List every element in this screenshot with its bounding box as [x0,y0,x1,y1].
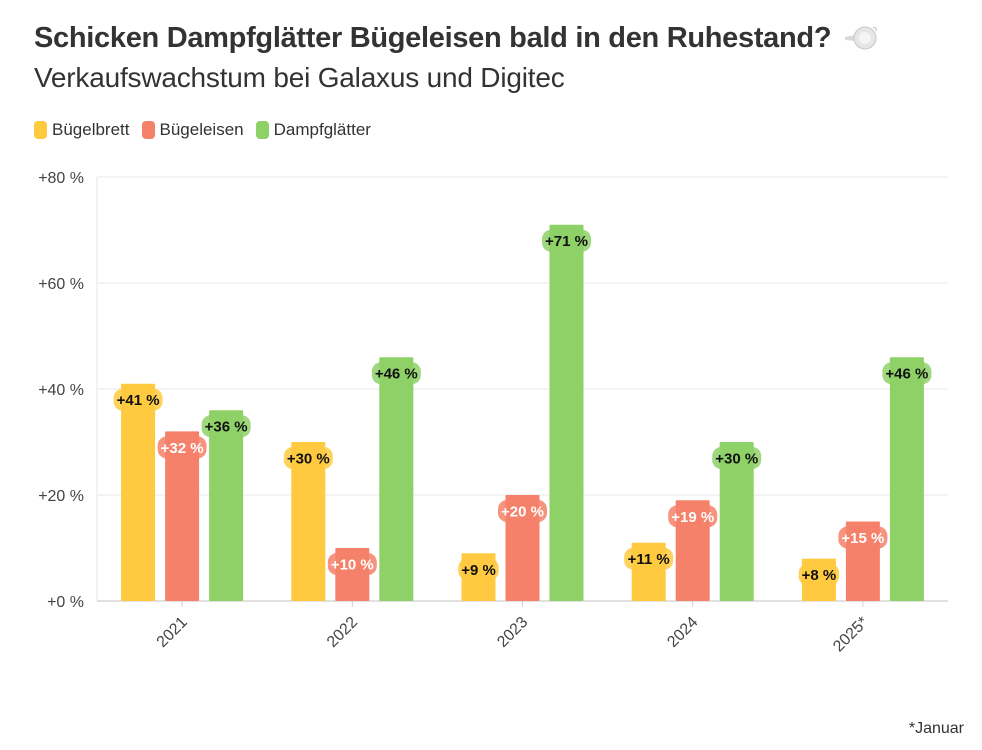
legend-item-buegelbrett[interactable]: Bügelbrett [34,120,130,140]
data-label-bg [283,447,333,469]
data-label-bg [327,553,377,575]
data-label-bg [838,526,888,549]
data-label-bg [201,415,251,438]
legend-swatch [255,121,269,139]
bar[interactable] [291,442,326,601]
bar-chart: +0 % +20 % +40 % +60 % +80 % +41 % +32 %+36 %… [38,170,948,655]
legend-label: Bügelbrett [52,120,130,139]
data-label: +11 % [628,551,670,568]
data-label: +15 % [841,530,884,547]
bar[interactable] [165,431,200,601]
legend-swatch [141,121,155,139]
data-label: +32 % [161,440,204,457]
data-label-bg [157,436,207,459]
bar[interactable] [121,383,156,601]
y-tick-label: +40 % [38,382,84,399]
bar[interactable] [889,357,924,601]
data-label-bg [113,388,163,411]
data-label-bg [798,563,840,586]
legend-label: Bügeleisen [159,120,244,139]
data-label: +9 % [461,562,496,579]
y-tick-label: +20 % [38,488,84,505]
chart-title: Schicken Dampfglätter Bügeleisen bald in… [34,22,832,54]
bars [121,224,924,601]
data-label: +46 % [885,366,928,383]
data-labels: +41 % +32 %+36 % +30 % +10 % +46 % +9 % +20 % +… [113,229,932,586]
data-label-bg [498,500,547,522]
title-row: Schicken Dampfglätter Bügeleisen bald in… [34,22,881,55]
data-label: +41 % [117,392,160,409]
y-tick-label: +60 % [38,276,84,293]
bar[interactable] [209,410,244,601]
data-label-bg [882,362,932,385]
data-label-bg [371,362,421,385]
data-label: +30 % [715,451,758,468]
x-tick-label: 2022 [324,614,361,651]
data-label-bg [712,447,762,469]
data-label: +19 % [671,509,714,526]
chart-subtitle: Verkaufswachstum bei Galaxus und Digitec [34,62,565,93]
data-label-bg [458,558,499,581]
y-axis: +0 % +20 % +40 % +60 % +80 % [38,170,98,611]
data-label: +10 % [331,557,374,574]
data-label: +46 % [375,366,418,383]
x-tick-label: 2023 [494,614,531,651]
x-axis: 2021 2022 2023 2024 2025* [154,601,872,655]
data-label-bg [668,505,718,528]
footnote: *Januar [908,720,964,737]
y-tick-label: +0 % [47,594,84,611]
data-label-bg [624,547,674,570]
x-tick-label: 2024 [664,614,701,651]
bar[interactable] [549,224,584,601]
legend-label: Dampfglätter [273,120,371,139]
data-label: +20 % [501,504,544,521]
legend-item-buegeleisen[interactable]: Bügeleisen [141,120,244,140]
legend: Bügelbrett Bügeleisen Dampfglätter [34,120,383,140]
x-tick-label: 2025* [830,614,872,656]
legend-swatch [34,121,47,139]
x-tick-label: 2021 [154,614,191,651]
data-label: +30 % [287,451,330,468]
data-label: +36 % [205,419,248,436]
data-label: +8 % [802,567,837,584]
steam-iron-icon [843,24,881,54]
legend-item-dampfglaetter[interactable]: Dampfglätter [255,120,371,140]
data-label-bg [542,229,591,252]
y-tick-label: +80 % [38,170,84,187]
bar[interactable] [719,442,754,601]
data-label: +71 % [545,233,588,250]
bar[interactable] [379,357,414,601]
